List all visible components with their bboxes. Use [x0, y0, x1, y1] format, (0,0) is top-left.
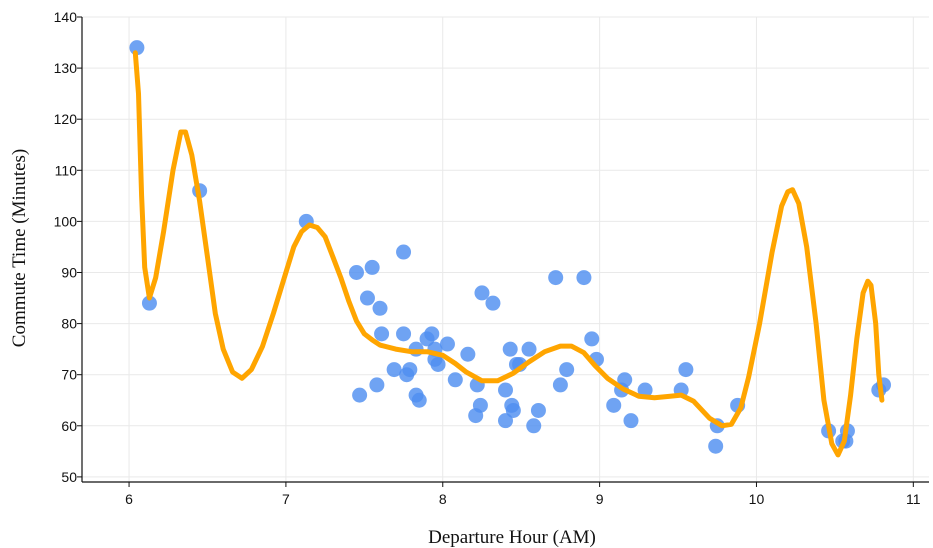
data-point [623, 413, 639, 429]
data-point [617, 372, 633, 388]
data-point [530, 402, 546, 418]
data-point [708, 438, 724, 454]
y-tick-label: 120 [54, 111, 78, 127]
data-point [424, 326, 440, 342]
y-tick-label: 70 [61, 367, 77, 383]
data-point [498, 382, 513, 398]
data-point [359, 290, 375, 306]
trend-line [132, 50, 885, 458]
grid-lines [82, 16, 929, 482]
data-point [348, 264, 364, 280]
y-tick-label: 50 [61, 469, 77, 485]
x-axis-title: Departure Hour (AM) [428, 527, 596, 548]
data-point [386, 362, 402, 378]
data-point [472, 397, 488, 413]
data-point [402, 362, 418, 378]
x-tick-label: 8 [439, 491, 447, 507]
data-point [369, 377, 385, 393]
x-tick-label: 7 [282, 491, 290, 507]
y-axis-title: Commute Time (Minutes) [9, 149, 30, 347]
data-point [485, 295, 501, 311]
x-tick-label: 6 [125, 491, 133, 507]
data-point [430, 356, 446, 372]
data-point [141, 295, 157, 311]
data-point [129, 40, 145, 56]
x-tick-label: 10 [749, 491, 765, 507]
y-tick-label: 90 [61, 264, 77, 280]
x-tick-label: 11 [906, 491, 921, 507]
data-point [526, 418, 542, 434]
scatter-points [129, 40, 892, 454]
tick-labels: 6 7 8 9 10 11 50 60 70 80 90 100 110 120 130 140 [54, 9, 921, 507]
y-tick-label: 60 [61, 418, 77, 434]
data-point [552, 377, 568, 393]
data-point [396, 326, 412, 342]
data-point [474, 285, 490, 301]
data-point [678, 362, 694, 378]
x-tick-label: 9 [596, 491, 604, 507]
data-point [352, 387, 368, 403]
trend-line-group [132, 50, 885, 458]
data-point [637, 382, 653, 398]
data-point [396, 244, 412, 260]
data-point [584, 331, 600, 347]
data-point [374, 326, 390, 342]
data-point [460, 346, 476, 362]
data-point [548, 270, 564, 286]
y-tick-label: 100 [54, 213, 78, 229]
data-point [576, 270, 592, 286]
y-tick-label: 130 [54, 60, 78, 76]
data-point [364, 259, 380, 275]
data-point [498, 413, 513, 429]
data-point [521, 341, 537, 357]
y-tick-label: 110 [55, 162, 78, 178]
data-point [372, 300, 388, 316]
data-point [411, 392, 427, 408]
data-point [502, 341, 518, 357]
axes [77, 16, 929, 487]
data-point [505, 402, 521, 418]
data-point [447, 372, 463, 388]
y-tick-label: 80 [61, 316, 77, 332]
data-point [439, 336, 455, 352]
y-tick-label: 140 [54, 9, 78, 25]
data-point [606, 397, 622, 413]
data-point [559, 362, 575, 378]
